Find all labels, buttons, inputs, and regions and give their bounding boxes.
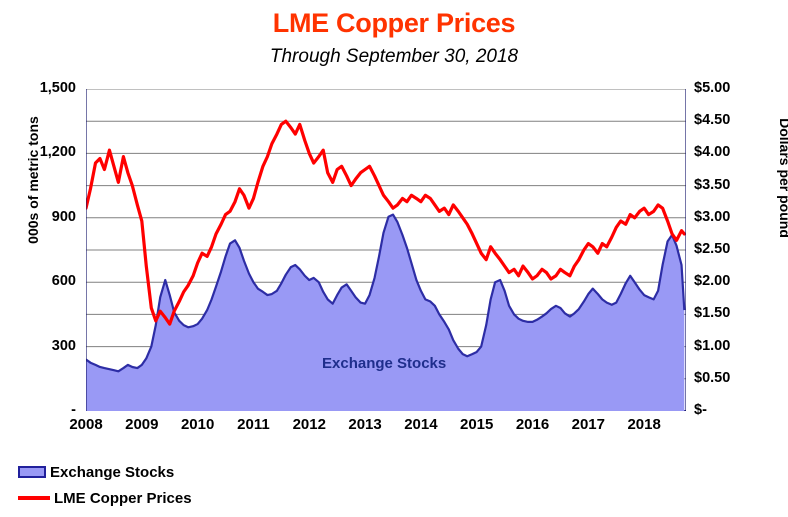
right-axis-tick-label: $2.50 [694,241,731,257]
right-axis-title: Dollars per pound [777,118,788,238]
right-axis-tick-label: $2.00 [694,273,731,290]
x-axis-tick-label: 2017 [571,416,605,433]
legend-swatch-icon [18,466,46,478]
x-axis-tick-label: 2015 [460,416,494,433]
exchange-stocks-annotation: Exchange Stocks [322,355,447,372]
left-axis-tick-label: 600 [51,273,76,290]
right-axis-tick-label: $3.00 [694,208,731,225]
x-axis-tick-label: 2010 [180,416,215,433]
right-axis-tick-label: $3.50 [694,176,731,193]
plot-svg [86,89,686,411]
plot-area [86,89,686,411]
legend-item-exchange-stocks[interactable]: Exchange Stocks [18,459,192,485]
left-axis-tick-label: 900 [51,208,76,225]
x-axis-tick-label: 2012 [292,416,326,433]
x-axis-tick-label: 2011 [237,416,270,433]
right-axis-tick-label: $4.50 [694,112,731,129]
lme-copper-prices-line [86,119,686,326]
exchange-stocks-line [86,213,686,373]
right-axis-tick-label: $- [694,402,707,418]
right-axis-tick-label: $5.00 [694,80,731,96]
chart-subtitle: Through September 30, 2018 [269,46,519,67]
x-axis-tick-label: 2013 [348,416,382,433]
left-axis-tick-label: 1,500 [39,80,76,96]
legend-label-lme-copper-prices: LME Copper Prices [54,489,192,507]
left-axis-tick-label: 300 [51,337,76,354]
chart-legend: Exchange Stocks LME Copper Prices [18,459,192,511]
left-axis-title: 000s of metric tons [25,116,41,244]
legend-item-lme-copper-prices[interactable]: LME Copper Prices [18,485,192,511]
right-axis-tick-label: $1.50 [694,305,731,322]
legend-label-exchange-stocks: Exchange Stocks [50,463,175,481]
left-axis-tick-label: - [71,402,76,418]
legend-line-icon [18,496,50,500]
right-axis-tick-label: $1.00 [694,337,731,354]
x-axis-tick-label: 2009 [125,416,159,433]
x-axis-tick-label: 2014 [404,416,438,433]
x-axis-tick-label: 2016 [515,416,550,433]
exchange-stocks-area [86,214,685,411]
chart-title: LME Copper Prices [272,8,516,38]
left-axis-tick-label: 1,200 [39,144,76,161]
right-axis-tick-label: $0.50 [694,369,731,386]
x-axis-tick-label: 2018 [627,416,661,433]
right-axis-tick-label: $4.00 [694,144,731,161]
x-axis-tick-label: 2008 [69,416,103,433]
